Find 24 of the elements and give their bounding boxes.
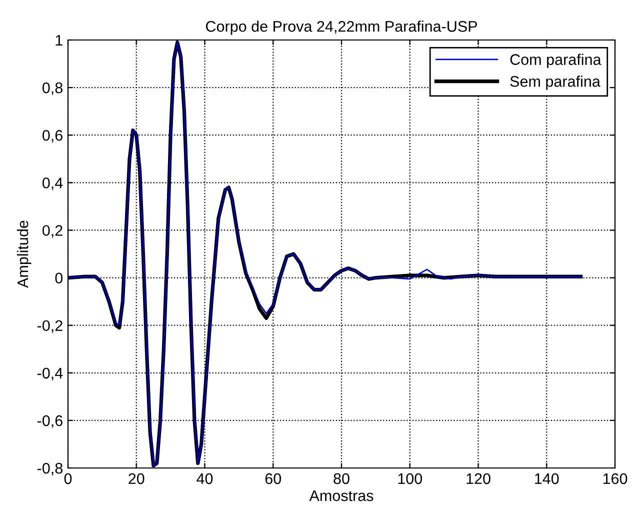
y-tick-label: -0,4 bbox=[37, 368, 63, 380]
chart-title: Corpo de Prova 24,22mm Parafina-USP bbox=[206, 20, 477, 35]
x-tick-label: 0 bbox=[64, 473, 72, 484]
y-tick-label: -0,6 bbox=[37, 415, 62, 428]
y-tick-label: 0,6 bbox=[42, 130, 62, 143]
y-tick-label: -0,8 bbox=[37, 462, 62, 476]
x-tick-label: 60 bbox=[265, 473, 282, 484]
y-axis-title: Amplitude bbox=[17, 220, 32, 288]
y-tick-label: -0,2 bbox=[37, 320, 62, 333]
y-tick-label: 0,2 bbox=[42, 225, 62, 238]
x-tick-label: 160 bbox=[603, 473, 628, 484]
y-tick-label: 0 bbox=[55, 272, 63, 284]
x-axis-title: Amostras bbox=[309, 490, 374, 502]
y-tick-label: 1 bbox=[56, 35, 62, 46]
y-tick-label: 0,4 bbox=[42, 178, 63, 190]
x-tick-label: 40 bbox=[196, 473, 213, 484]
x-tick-label: 140 bbox=[535, 473, 559, 484]
x-tick-label: 20 bbox=[128, 473, 144, 484]
legend-label: Com parafina bbox=[510, 54, 602, 68]
x-tick-label: 80 bbox=[334, 473, 350, 484]
legend-label: Sem parafina bbox=[510, 76, 600, 90]
x-tick-label: 100 bbox=[398, 473, 422, 484]
y-tick-label: 0,8 bbox=[42, 82, 62, 96]
x-tick-label: 120 bbox=[466, 473, 490, 484]
